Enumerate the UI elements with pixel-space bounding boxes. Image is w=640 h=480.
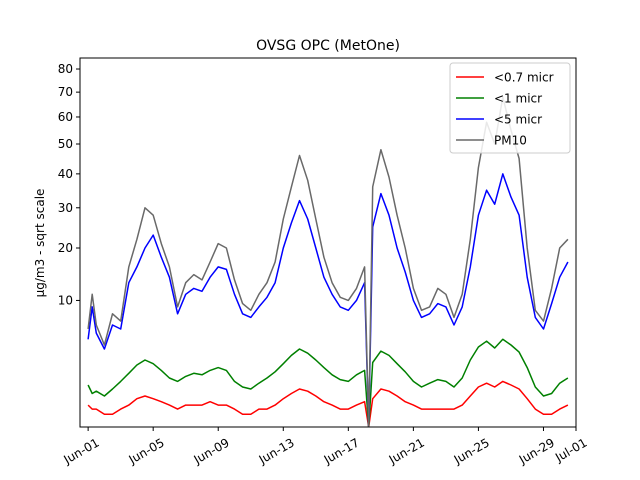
y-tick-label-7: 80 — [58, 62, 73, 76]
plot-area — [79, 57, 577, 428]
y-tick-label-4: 50 — [58, 137, 73, 151]
legend-label-1: <1 micr — [494, 92, 542, 106]
chart-title: OVSG OPC (MetOne) — [256, 38, 400, 54]
y-axis-label: µg/m3 - sqrt scale — [33, 189, 47, 298]
series-line-0 — [87, 380, 569, 427]
legend: <0.7 micr <1 micr <5 micr PM10 — [449, 62, 571, 154]
series-line-1 — [87, 338, 569, 427]
y-tick-label-2: 30 — [58, 201, 73, 215]
y-tick-label-0: 10 — [58, 293, 73, 307]
legend-label-2: <5 micr — [494, 113, 542, 127]
y-tick-label-5: 60 — [58, 110, 73, 124]
series-layer — [87, 96, 569, 427]
y-tick-label-6: 70 — [58, 85, 73, 99]
y-tick-label-1: 20 — [58, 241, 73, 255]
y-tick-label-3: 40 — [58, 167, 73, 181]
series-line-2 — [87, 173, 569, 427]
y-axis: 10 20 30 40 50 60 70 80 — [58, 62, 80, 307]
legend-box — [449, 62, 571, 154]
legend-label-0: <0.7 micr — [494, 71, 554, 85]
plot-frame — [79, 57, 577, 428]
legend-label-3: PM10 — [494, 134, 527, 148]
